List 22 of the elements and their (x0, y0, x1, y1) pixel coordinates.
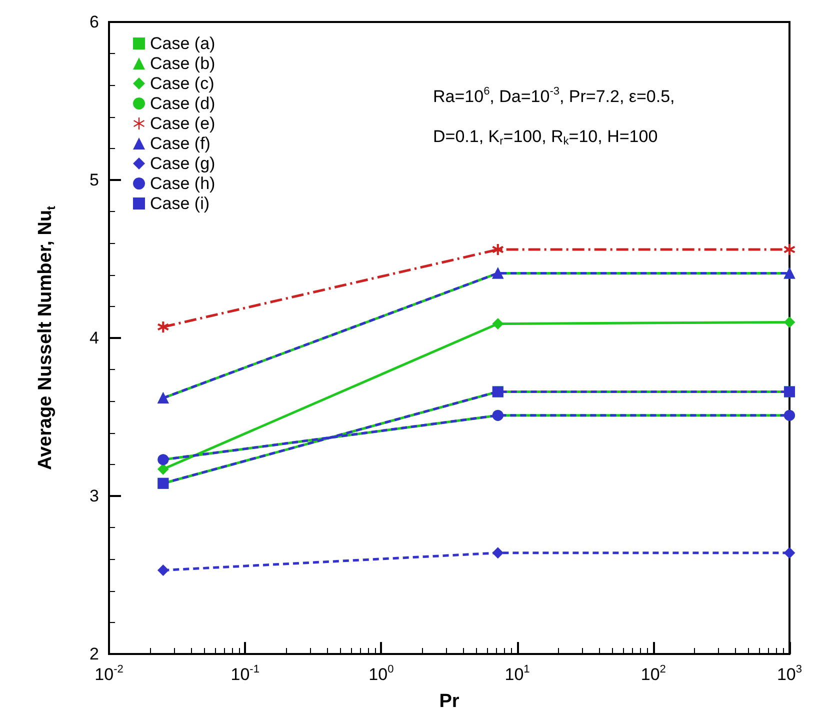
x-axis-title: Pr (439, 691, 460, 712)
y-axis-title: Average Nusselt Number, Nut (34, 206, 58, 470)
legend-label: Case (e) (150, 114, 216, 133)
y-tick-label: 2 (90, 644, 99, 664)
legend-label: Case (d) (150, 94, 216, 113)
legend-label: Case (i) (150, 194, 210, 213)
point (784, 316, 795, 328)
y-tick-label: 4 (90, 328, 99, 348)
legend-label: Case (a) (150, 34, 216, 53)
y-tick-label: 6 (90, 12, 99, 32)
point (158, 321, 169, 332)
point (158, 464, 169, 475)
legend-label: Case (f) (150, 134, 210, 153)
y-tick-label: 3 (90, 486, 99, 506)
legend-label: Case (h) (150, 174, 216, 193)
legend-label: Case (c) (150, 74, 214, 93)
y-tick-label: 5 (90, 170, 99, 190)
legend-label: Case (g) (150, 154, 216, 173)
point (784, 547, 795, 558)
point (158, 564, 169, 576)
point (784, 244, 795, 256)
legend-label: Case (b) (150, 54, 216, 73)
